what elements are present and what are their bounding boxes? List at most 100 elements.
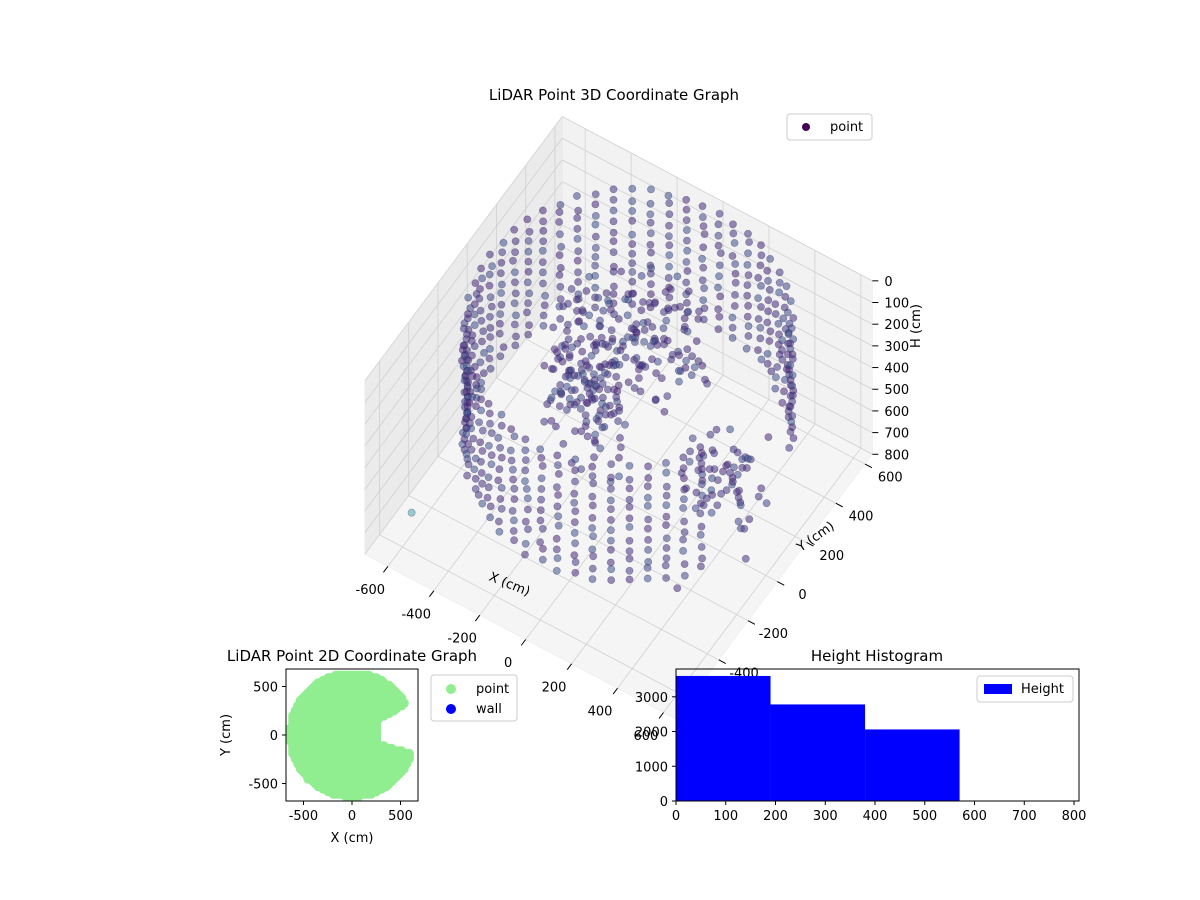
point-marker [583, 399, 592, 408]
point-marker [556, 381, 565, 389]
point-marker [524, 257, 533, 266]
point-marker [467, 424, 476, 433]
point-marker [743, 312, 752, 321]
point-marker [484, 441, 493, 450]
point-marker [665, 262, 673, 271]
z-tick-label: 300 [884, 340, 909, 355]
point-marker [774, 319, 783, 328]
point-marker [578, 347, 587, 356]
point-marker [643, 501, 652, 510]
point-marker [643, 574, 652, 583]
point-marker [559, 302, 568, 311]
point-2d-marker [379, 741, 389, 751]
point-marker [682, 226, 691, 234]
point-marker [496, 352, 505, 361]
point-marker [625, 566, 634, 575]
point-marker [462, 335, 471, 344]
point-marker [679, 535, 687, 544]
point-marker [539, 544, 547, 553]
point-marker [510, 516, 518, 525]
point-marker [582, 287, 591, 295]
point-marker [511, 237, 520, 246]
point-marker [754, 346, 762, 354]
point-marker [730, 463, 738, 472]
chart-2d-legend-label-wall: wall [476, 702, 502, 717]
point-marker [625, 461, 634, 470]
point-marker [479, 327, 488, 336]
point-marker [588, 501, 597, 510]
point-marker [607, 565, 616, 574]
point-marker [574, 206, 583, 215]
point-marker [644, 493, 652, 502]
point-marker [625, 554, 634, 563]
point-marker [549, 365, 558, 373]
point-marker [591, 283, 600, 292]
point-marker [470, 321, 479, 329]
point-marker [767, 367, 776, 376]
point-marker [754, 492, 763, 501]
point-marker [662, 521, 670, 529]
point-marker [509, 475, 517, 484]
x-tick-label: 0 [504, 656, 512, 671]
point-marker [599, 306, 608, 315]
point-marker [497, 280, 506, 289]
point-marker [627, 324, 636, 333]
point-marker [665, 241, 674, 250]
point-marker [785, 443, 794, 452]
y-tick-label: 500 [253, 680, 278, 695]
point-marker [543, 400, 552, 409]
point-marker [554, 512, 563, 521]
point-marker [707, 486, 716, 494]
point-marker [771, 310, 780, 318]
x-tick-mark [520, 639, 527, 646]
point-marker [582, 417, 591, 426]
x-tick-label: 0 [672, 809, 680, 824]
point-marker [662, 458, 670, 467]
point-marker [552, 422, 560, 431]
point-marker [615, 472, 623, 481]
point-marker [476, 438, 485, 447]
point-marker [567, 285, 576, 293]
grid-line [387, 301, 586, 567]
point-marker [683, 298, 691, 307]
point-marker [613, 387, 622, 396]
point-marker [625, 514, 634, 523]
z-tick-label: 700 [884, 427, 909, 442]
point-marker [682, 356, 690, 365]
point-marker [615, 453, 623, 462]
point-marker [556, 314, 565, 323]
point-marker [625, 503, 634, 511]
point-marker [521, 517, 530, 526]
point-marker [682, 205, 691, 214]
point-marker [523, 278, 532, 287]
point-marker [675, 351, 683, 360]
point-marker [683, 236, 691, 245]
point-marker [591, 220, 600, 229]
point-marker [698, 470, 707, 479]
point-marker [512, 332, 520, 341]
point-marker [607, 536, 615, 545]
point-marker [695, 307, 703, 316]
point-marker [639, 318, 648, 327]
point-marker [787, 324, 796, 333]
point-marker [763, 359, 772, 368]
point-marker [635, 365, 643, 374]
grid-line [562, 137, 873, 303]
point-marker [647, 280, 655, 289]
point-marker [555, 251, 564, 260]
grid-line [467, 416, 778, 582]
point-marker [479, 369, 488, 378]
point-marker [571, 507, 580, 516]
point-marker [789, 434, 798, 443]
point-marker [521, 435, 530, 444]
point-marker [778, 336, 787, 345]
point-marker [674, 366, 683, 375]
point-marker [683, 267, 692, 275]
point-marker [730, 239, 739, 247]
point-marker [607, 484, 615, 493]
point-marker [538, 462, 547, 470]
point-marker [778, 346, 786, 354]
point-marker [487, 302, 496, 311]
point-marker [483, 493, 492, 502]
point-marker [485, 250, 494, 259]
